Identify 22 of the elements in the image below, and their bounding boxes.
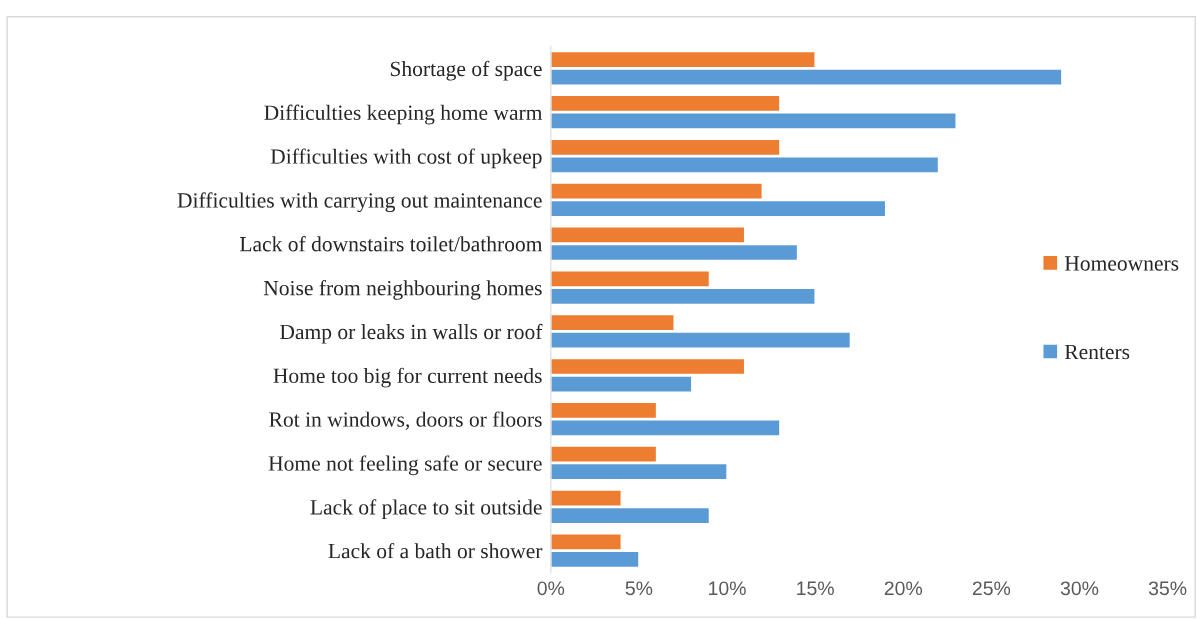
y-tick-label: Lack of downstairs toilet/bathroom [239, 236, 543, 252]
x-tick-label: 25% [972, 581, 1011, 596]
y-tick-label: Damp or leaks in walls or roof [280, 323, 543, 344]
y-tick-label: Difficulties with cost of upkeep [270, 148, 542, 169]
y-tick-label: Lack of place to sit outside [310, 499, 542, 519]
y-tick-label: Difficulties keeping home warm [264, 104, 543, 125]
y-tick-label: Rot in windows, doors or floors [269, 411, 542, 430]
x-tick-label: 15% [797, 581, 834, 596]
legend-label: Homeowners [1064, 256, 1179, 271]
y-tick-label: Home not feeling safe or secure [268, 455, 542, 476]
x-tick-label: 10% [709, 581, 746, 596]
y-tick-label: Shortage of space [390, 60, 542, 81]
x-tick-label: 5% [625, 581, 653, 596]
x-tick-label: 0% [537, 581, 565, 596]
y-tick-label: Noise from neighbouring homes [263, 280, 542, 300]
y-tick-label: Lack of a bath or shower [328, 542, 543, 559]
y-tick-label: Difficulties with carrying out maintenance [177, 192, 542, 213]
x-tick-label: 30% [1060, 581, 1099, 596]
x-tick-label: 20% [884, 581, 923, 596]
x-tick-label: 35% [1148, 581, 1187, 596]
y-tick-label: Home too big for current needs [273, 367, 542, 388]
legend-label: Renters [1064, 344, 1130, 360]
